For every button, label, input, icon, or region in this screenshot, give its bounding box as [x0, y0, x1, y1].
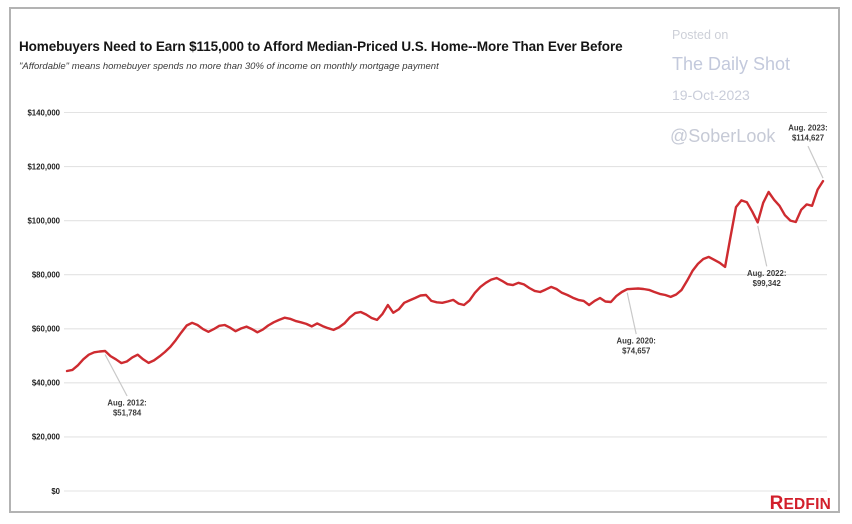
watermark-handle: @SoberLook [670, 126, 776, 146]
income-needed-line [65, 179, 825, 373]
watermark-source: The Daily Shot [672, 54, 791, 74]
annotation-value-label: $99,342 [753, 279, 782, 288]
y-tick-label: $60,000 [32, 325, 61, 334]
annotation-value-label: $114,627 [792, 134, 824, 143]
chart-subtitle: "Affordable" means homebuyer spends no m… [19, 61, 439, 72]
annotation-value-label: $51,784 [113, 408, 142, 417]
y-tick-label: $20,000 [32, 433, 61, 442]
y-tick-label: $120,000 [27, 162, 60, 171]
annotation-date-label: Aug. 2022: [747, 269, 786, 278]
annotation-date-label: Aug. 2012: [107, 398, 146, 407]
annotation-date-label: Aug. 2023: [788, 124, 827, 133]
y-tick-label: $80,000 [32, 271, 61, 280]
redfin-logo: REDFIN [769, 493, 831, 514]
watermark-posted-on: Posted on [672, 28, 729, 42]
annotation-leader-line [104, 354, 128, 397]
annotation-leader-line [626, 292, 637, 335]
annotation-value-label: $74,657 [622, 347, 650, 356]
chart-title: Homebuyers Need to Earn $115,000 to Affo… [19, 39, 623, 54]
annotation-leader-line [807, 145, 824, 179]
y-tick-label: $140,000 [27, 108, 60, 117]
annotation-date-label: Aug. 2020: [616, 337, 655, 346]
y-tick-label: $40,000 [32, 379, 61, 388]
y-tick-label: $100,000 [27, 216, 60, 225]
annotation-leader-line [757, 225, 768, 267]
watermark-date: 19-Oct-2023 [672, 87, 750, 103]
y-tick-label: $0 [51, 487, 60, 496]
